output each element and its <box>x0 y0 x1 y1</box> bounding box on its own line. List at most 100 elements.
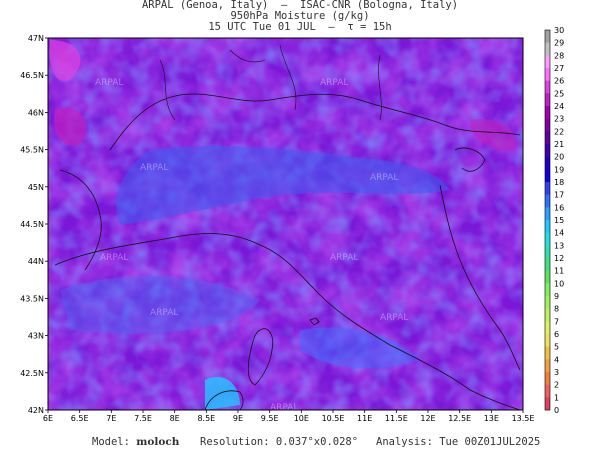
x-tick-label: 8E <box>170 414 180 423</box>
footer-resolution: Resolution: 0.037°x0.028° <box>200 436 358 448</box>
x-tick-label: 10.5E <box>322 414 345 423</box>
colorbar-label: 24 <box>554 102 564 111</box>
colorbar-swatch <box>545 194 550 208</box>
colorbar-label: 18 <box>554 178 564 187</box>
colorbar-label: 11 <box>554 267 564 276</box>
colorbar-frame <box>544 29 551 411</box>
colorbar-swatch <box>545 131 550 145</box>
colorbar-label: 28 <box>554 51 564 60</box>
colorbar-swatch <box>545 384 550 398</box>
y-tick-label: 42.5N <box>20 369 44 378</box>
colorbar-swatch <box>545 270 550 284</box>
colorbar-swatch <box>545 169 550 183</box>
watermark-text: ARPAL <box>270 403 298 413</box>
colorbar-swatch <box>545 220 550 233</box>
y-tick-label: 46.5N <box>20 71 44 80</box>
x-tick-label: 6.5E <box>71 414 89 423</box>
colorbar-swatch <box>545 283 550 297</box>
moisture-field <box>48 38 523 410</box>
colorbar-label: 14 <box>554 229 564 238</box>
footer-resolution-value: 0.037°x0.028° <box>275 436 359 448</box>
colorbar-swatch <box>545 321 550 335</box>
colorbar-label: 12 <box>554 254 564 263</box>
x-tick-label: 13.5E <box>512 414 535 423</box>
x-tick-label: 8.5E <box>197 414 215 423</box>
y-tick-label: 42N <box>28 406 44 415</box>
colorbar-swatch <box>545 397 550 411</box>
moisture-map-figure: ARPAL ARPAL ARPAL ARPAL ARPAL ARPAL ARPAL ARPAL… <box>20 26 564 423</box>
y-tick-label: 43N <box>28 332 44 341</box>
colorbar-label: 10 <box>554 279 564 288</box>
colorbar-label: 2 <box>554 381 559 390</box>
watermark-text: ARPAL <box>330 253 358 263</box>
watermark-text: ARPAL <box>320 78 348 88</box>
colorbar-label: 30 <box>554 26 564 35</box>
colorbar-swatch <box>545 30 550 43</box>
colorbar-label: 26 <box>554 77 564 86</box>
watermark-text: ARPAL <box>370 173 398 183</box>
footer-model-value: moloch <box>136 436 180 448</box>
colorbar-label: 20 <box>554 153 564 162</box>
coastline-borders <box>54 44 521 411</box>
colorbar-swatch <box>545 118 550 132</box>
x-tick-label: 7E <box>106 414 116 423</box>
colorbar-label: 1 <box>554 393 559 402</box>
colorbar-label: 0 <box>554 406 559 415</box>
x-tick-label: 11.5E <box>385 414 408 423</box>
colorbar-swatch <box>545 245 550 259</box>
colorbar-swatch <box>545 182 550 195</box>
header-line-time: 15 UTC Tue 01 JUL — τ = 15h <box>208 21 392 33</box>
colorbar-label: 21 <box>554 140 564 149</box>
colorbar-swatch <box>545 55 550 69</box>
colorbar-swatch <box>545 334 550 347</box>
colorbar-label: 17 <box>554 191 564 200</box>
colorbar-swatch <box>545 93 550 107</box>
header-line-field: 950hPa Moisture (g/kg) <box>230 10 370 22</box>
colorbar-swatch <box>545 207 550 221</box>
y-tick-label: 44N <box>28 257 44 266</box>
header-line-agencies: ARPAL (Genoa, Italy) — ISAC-CNR (Bologna… <box>141 0 459 11</box>
footer-model: Model: moloch <box>92 436 179 448</box>
colorbar: 3029282726252423222120191817161514131211… <box>544 26 564 415</box>
colorbar-swatch <box>545 296 550 309</box>
colorbar-label: 8 <box>554 305 559 314</box>
colorbar-label: 13 <box>554 241 564 250</box>
colorbar-swatch <box>545 156 550 170</box>
colorbar-label: 15 <box>554 216 564 225</box>
y-tick-label: 46N <box>28 108 44 117</box>
colorbar-swatch <box>545 372 550 385</box>
colorbar-swatch <box>545 106 550 119</box>
colorbar-swatch <box>545 232 550 246</box>
footer-analysis-value: Tue 00Z01JUL2025 <box>439 436 541 448</box>
colorbar-label: 6 <box>554 330 559 339</box>
colorbar-label: 5 <box>554 343 559 352</box>
colorbar-swatch <box>545 80 550 94</box>
colorbar-label: 27 <box>554 64 564 73</box>
colorbar-swatch <box>545 68 550 81</box>
colorbar-swatch <box>545 346 550 360</box>
x-tick-label: 7.5E <box>134 414 152 423</box>
colorbar-label: 16 <box>554 203 564 212</box>
colorbar-label: 4 <box>554 355 559 364</box>
colorbar-swatch <box>545 144 550 157</box>
colorbar-label: 25 <box>554 89 564 98</box>
watermark-text: ARPAL <box>380 313 408 323</box>
footer-analysis: Analysis: Tue 00Z01JUL2025 <box>376 436 540 448</box>
colorbar-label: 22 <box>554 127 564 136</box>
colorbar-label: 3 <box>554 368 559 377</box>
x-tick-label: 12E <box>420 414 435 423</box>
y-tick-label: 47N <box>28 34 44 43</box>
colorbar-swatch <box>545 258 550 271</box>
x-tick-label: 9.5E <box>261 414 279 423</box>
y-tick-label: 44.5N <box>20 220 44 229</box>
colorbar-label: 9 <box>554 292 559 301</box>
colorbar-label: 19 <box>554 165 564 174</box>
watermark-text: ARPAL <box>95 78 123 88</box>
x-tick-label: 11E <box>357 414 372 423</box>
colorbar-label: 23 <box>554 115 564 124</box>
x-tick-label: 10E <box>294 414 309 423</box>
colorbar-swatch <box>545 42 550 56</box>
footer-resolution-label: Resolution: <box>200 436 270 448</box>
colorbar-swatch <box>545 308 550 322</box>
y-tick-label: 43.5N <box>20 294 44 303</box>
